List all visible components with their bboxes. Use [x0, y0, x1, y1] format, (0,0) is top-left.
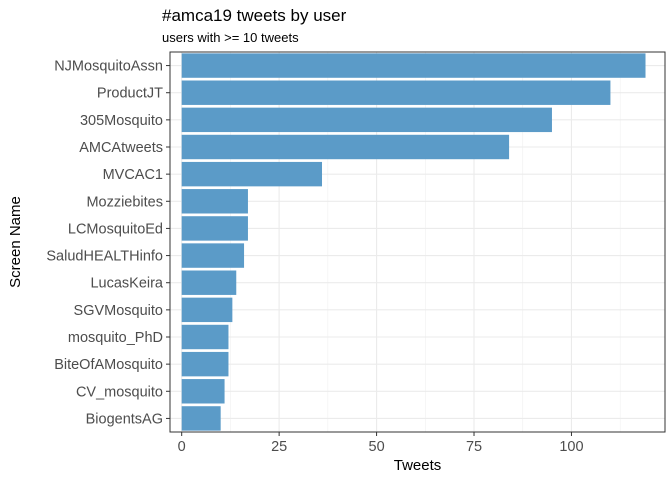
y-tick-label: NJMosquitoAssn	[54, 59, 163, 75]
y-axis-title: Screen Name	[7, 196, 24, 288]
y-tick-label: 305Mosquito	[80, 113, 163, 129]
x-tick-label: 25	[271, 439, 287, 455]
y-tick-label: Mozziebites	[86, 194, 163, 210]
x-tick-label: 50	[369, 439, 385, 455]
x-axis-title: Tweets	[394, 457, 442, 474]
bar-NJMosquitoAssn	[181, 53, 646, 78]
x-tick-label: 75	[466, 439, 482, 455]
bar-MVCAC1	[181, 161, 323, 187]
y-tick-label: LCMosquitoEd	[68, 221, 163, 237]
bar-Mozziebites	[181, 189, 248, 214]
y-tick-label: SGVMosquito	[74, 303, 163, 319]
y-tick-label: BiteOfAMosquito	[54, 357, 163, 373]
x-tick-label: 0	[178, 439, 186, 455]
panel-border	[169, 51, 666, 433]
bar-LCMosquitoEd	[181, 216, 248, 241]
y-tick-label: BiogentsAG	[86, 411, 163, 427]
bar-SGVMosquito	[181, 297, 233, 323]
y-tick-label: MVCAC1	[103, 167, 163, 183]
bar-BiteOfAMosquito	[181, 351, 229, 377]
chart-title: #amca19 tweets by user	[162, 6, 347, 25]
y-tick-label: AMCAtweets	[79, 140, 163, 156]
bar-CV_mosquito	[181, 379, 225, 404]
bar-BiogentsAG	[181, 406, 221, 431]
x-tick-labels: 0 25 50 75 100	[178, 432, 584, 455]
bars	[181, 53, 646, 431]
bar-ProductJT	[181, 80, 611, 105]
chart-subtitle: users with >= 10 tweets	[162, 30, 299, 45]
bar-mosquito_PhD	[181, 324, 229, 350]
bar-SaludHEALTHinfo	[181, 243, 245, 268]
y-tick-label: LucasKeira	[90, 276, 163, 292]
y-tick-labels: NJMosquitoAssn ProductJT 305Mosquito AMCAtw…	[46, 59, 170, 427]
x-tick-label: 100	[559, 439, 583, 455]
bar-LucasKeira	[181, 270, 237, 295]
y-tick-label: CV_mosquito	[76, 384, 163, 400]
y-tick-label: SaludHEALTHinfo	[46, 249, 163, 265]
bar-AMCAtweets	[181, 134, 510, 160]
bar-305Mosquito	[181, 107, 552, 133]
y-tick-label: mosquito_PhD	[68, 330, 163, 346]
y-tick-label: ProductJT	[97, 86, 163, 102]
